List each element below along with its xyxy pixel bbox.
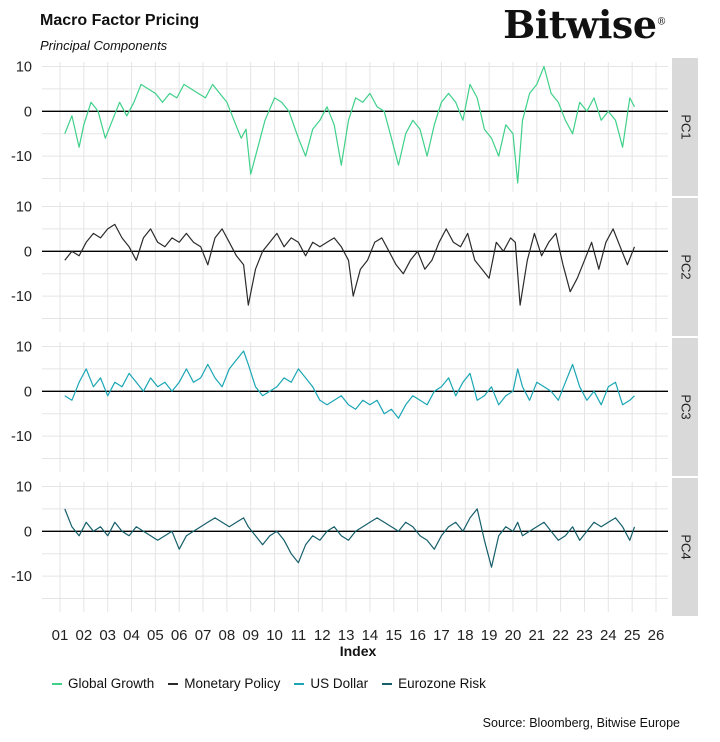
x-tick-label: 05 <box>147 627 164 644</box>
y-tick-label: 10 <box>16 199 32 215</box>
y-tick-label: 10 <box>16 339 32 355</box>
legend-label: US Dollar <box>310 676 369 691</box>
x-tick-label: 02 <box>75 627 92 644</box>
x-tick-label: 19 <box>481 627 498 644</box>
x-tick-label: 11 <box>291 627 307 644</box>
legend-item: US Dollar <box>294 676 368 691</box>
y-tick-label: -10 <box>11 569 32 585</box>
legend-label: Global Growth <box>68 676 155 691</box>
panel-strip <box>672 338 698 476</box>
faceted-line-chart: 10 0 -10 PC1 10 0 -10 PC2 10 0 -10 PC3 10 0 -10 PC4 01 02… <box>11 58 698 659</box>
x-tick-label: 15 <box>385 627 402 644</box>
legend-swatch <box>382 682 393 685</box>
y-tick-label: -10 <box>11 289 32 305</box>
logo-registered-mark: ® <box>656 16 667 28</box>
series-line-pc2 <box>64 223 636 306</box>
panel-strip-label: PC2 <box>679 254 694 279</box>
chart-legend: Global Growth Monetary Policy US Dollar Eur… <box>52 676 486 691</box>
legend-label: Monetary Policy <box>184 676 281 691</box>
panel-strip <box>672 58 698 196</box>
chart-subtitle: Principal Components <box>40 38 168 53</box>
x-tick-label: 06 <box>171 627 188 644</box>
x-tick-label: 24 <box>600 627 617 644</box>
legend-swatch <box>294 682 305 685</box>
x-tick-label: 12 <box>314 627 331 644</box>
x-tick-label: 08 <box>219 627 236 644</box>
y-tick-label: -10 <box>11 429 32 445</box>
x-tick-label: 09 <box>242 627 259 644</box>
x-tick-label: 16 <box>409 627 426 644</box>
x-tick-label: 17 <box>433 627 450 644</box>
legend-swatch <box>52 682 62 685</box>
x-tick-label: 07 <box>195 627 212 644</box>
chart-title: Macro Factor Pricing <box>40 12 200 29</box>
y-tick-label: 0 <box>24 104 32 120</box>
logo-text: Bitwise <box>503 2 657 47</box>
panel-strip-label: PC1 <box>679 114 694 139</box>
x-tick-label: 26 <box>648 627 665 644</box>
x-tick-label: 20 <box>505 627 522 644</box>
x-tick-label: 04 <box>123 627 140 644</box>
x-tick-label: 22 <box>552 627 569 644</box>
legend-item: Global Growth <box>52 676 154 691</box>
y-tick-label: -10 <box>11 149 32 165</box>
x-tick-label: 14 <box>362 627 379 644</box>
series-line-pc3 <box>64 350 635 419</box>
source-note: Source: Bloomberg, Bitwise Europe <box>482 716 680 730</box>
x-tick-label: 03 <box>99 627 116 644</box>
y-tick-label: 0 <box>24 384 32 400</box>
x-tick-label: 13 <box>338 627 355 644</box>
series-line-pc1 <box>64 65 636 184</box>
y-tick-label: 10 <box>16 479 32 495</box>
series-line-pc4 <box>64 508 636 568</box>
x-tick-label: 01 <box>52 627 69 644</box>
y-tick-label: 0 <box>24 524 32 540</box>
x-tick-label: 21 <box>528 627 545 644</box>
panel-strip <box>672 198 698 336</box>
legend-item: Monetary Policy <box>168 676 280 691</box>
panel-strip <box>672 478 698 616</box>
x-tick-label: 23 <box>576 627 593 644</box>
brand-logo: Bitwise® <box>503 2 666 47</box>
x-axis-label: Index <box>340 643 377 659</box>
x-tick-label: 10 <box>266 627 283 644</box>
legend-item: Eurozone Risk <box>382 676 486 691</box>
legend-label: Eurozone Risk <box>398 676 486 691</box>
y-tick-label: 0 <box>24 244 32 260</box>
panel-strip-label: PC4 <box>679 534 694 559</box>
panel-strip-label: PC3 <box>679 394 694 419</box>
y-tick-label: 10 <box>16 59 32 75</box>
legend-swatch <box>168 682 179 685</box>
x-tick-label: 18 <box>457 627 474 644</box>
x-tick-label: 25 <box>624 627 641 644</box>
